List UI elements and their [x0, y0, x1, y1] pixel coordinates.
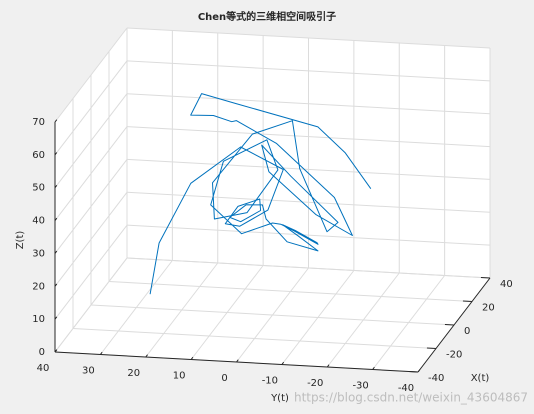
- y-tick: [417, 369, 421, 373]
- y-tick-label: 20: [127, 368, 140, 379]
- chart-title: Chen等式的三维相空间吸引子: [198, 10, 336, 23]
- x-axis-label: X(t): [471, 373, 490, 384]
- y-axis-label: Y(t): [270, 393, 289, 404]
- y-tick-label: 0: [221, 373, 227, 384]
- z-tick: [54, 119, 58, 123]
- x-tick: [408, 371, 419, 373]
- z-tick-label: 20: [32, 281, 45, 292]
- z-tick-label: 40: [32, 216, 45, 227]
- y-tick: [145, 354, 148, 358]
- y-tick: [99, 351, 103, 355]
- x-tick-label: 20: [482, 303, 495, 314]
- x-tick: [426, 347, 437, 349]
- z-tick: [54, 250, 58, 254]
- z-axis-label: Z(t): [15, 231, 26, 250]
- x-tick-label: -20: [446, 350, 462, 361]
- x-tick: [444, 324, 455, 326]
- watermark: https://blog.csdn.net/weixin_43604867: [294, 391, 528, 405]
- z-tick: [54, 316, 58, 320]
- y-tick-label: 40: [37, 363, 50, 374]
- z-tick: [54, 217, 58, 221]
- grid-line: [72, 328, 437, 349]
- z-tick-label: 60: [32, 150, 45, 161]
- z-tick: [54, 152, 58, 156]
- y-tick: [281, 361, 285, 365]
- x-tick-label: 0: [464, 326, 470, 337]
- x-tick: [480, 277, 491, 279]
- x-tick: [462, 300, 473, 302]
- y-tick: [190, 356, 194, 360]
- z-tick: [54, 185, 58, 189]
- y-tick-label: -20: [307, 378, 323, 389]
- z-tick-label: 30: [32, 248, 45, 259]
- x-tick-label: -40: [428, 373, 444, 384]
- grid-line: [90, 304, 455, 326]
- y-tick: [372, 366, 375, 370]
- y-tick-label: 30: [82, 366, 95, 377]
- y-tick: [54, 349, 58, 353]
- z-tick-label: 50: [32, 183, 45, 194]
- grid-line: [108, 281, 473, 302]
- grid-line: [126, 257, 491, 279]
- z-tick-label: 70: [32, 117, 45, 128]
- y-tick: [236, 359, 239, 363]
- y-tick: [326, 364, 330, 368]
- y-tick-label: 10: [173, 371, 186, 382]
- trajectory: [149, 93, 372, 295]
- z-tick-label: 10: [32, 314, 45, 325]
- z-tick: [54, 283, 58, 287]
- y-tick-label: -40: [398, 383, 414, 394]
- z-tick-label: 0: [39, 347, 45, 358]
- x-tick-label: 40: [500, 279, 513, 290]
- y-tick-label: -10: [262, 376, 278, 387]
- y-tick-label: -30: [352, 381, 368, 392]
